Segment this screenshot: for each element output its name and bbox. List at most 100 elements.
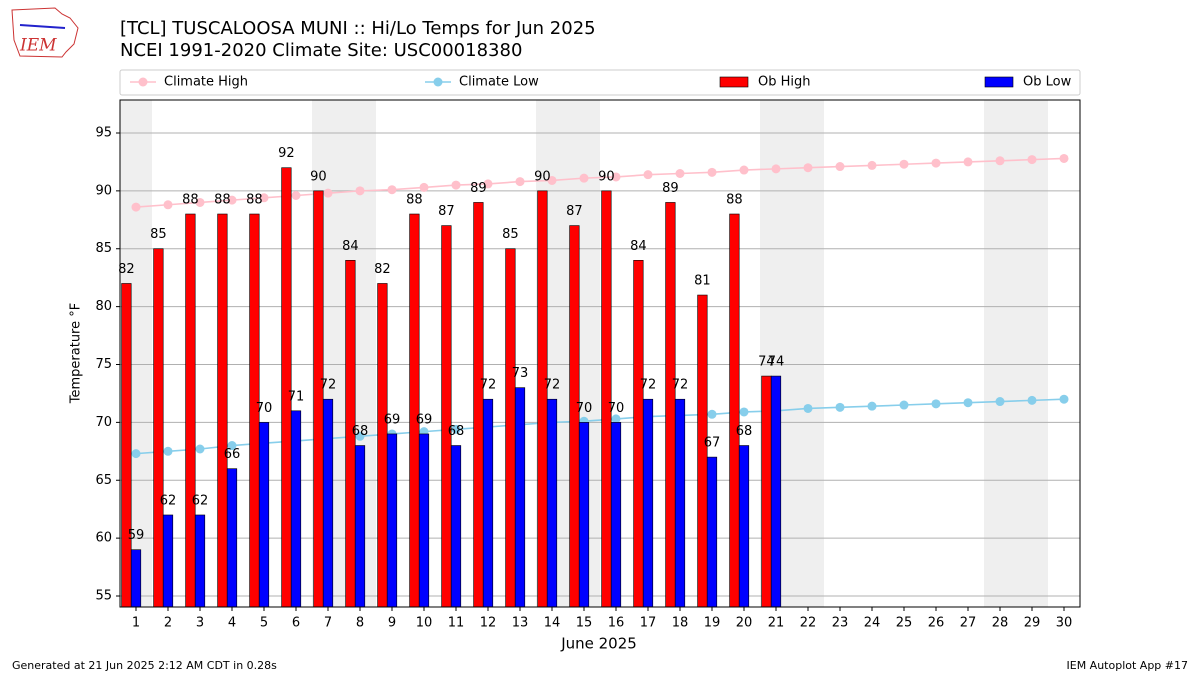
line-marker <box>163 446 173 456</box>
weekend-shade <box>1016 100 1048 607</box>
line-marker <box>931 158 941 168</box>
line-marker <box>707 409 717 419</box>
x-tick-label: 17 <box>640 616 657 631</box>
x-tick-label: 19 <box>704 616 721 631</box>
bar <box>226 468 238 608</box>
value-label: 87 <box>566 204 583 219</box>
line-marker <box>387 185 397 195</box>
x-tick-label: 15 <box>576 616 593 631</box>
logo: IEM <box>11 7 79 58</box>
line-marker <box>1027 395 1037 405</box>
value-label: 70 <box>608 401 625 416</box>
bar <box>258 422 270 608</box>
bar <box>546 398 558 608</box>
x-tick-label: 27 <box>960 616 977 631</box>
value-label: 68 <box>352 424 369 439</box>
legend-marker <box>138 77 148 87</box>
x-tick-label: 9 <box>388 616 396 631</box>
bar <box>409 213 420 608</box>
bar <box>514 387 526 608</box>
legend-marker <box>433 77 443 87</box>
bar <box>642 398 654 608</box>
value-label: 87 <box>438 204 455 219</box>
value-label: 84 <box>342 239 359 254</box>
y-tick-label: 80 <box>95 299 112 314</box>
x-tick-label: 29 <box>1024 616 1041 631</box>
chart-subtitle: NCEI 1991-2020 Climate Site: USC00018380 <box>120 40 522 61</box>
line-marker <box>259 193 269 203</box>
line-marker <box>963 157 973 167</box>
x-tick-label: 7 <box>324 616 332 631</box>
bar <box>153 248 164 608</box>
legend-label: Ob High <box>758 75 811 90</box>
bar <box>130 549 142 608</box>
y-tick-label: 85 <box>95 241 112 256</box>
bar <box>322 398 334 608</box>
bar <box>354 445 366 608</box>
bar <box>418 433 430 608</box>
line-marker <box>1059 153 1069 163</box>
x-tick-label: 22 <box>800 616 817 631</box>
x-tick-label: 1 <box>132 616 140 631</box>
value-label: 72 <box>672 378 689 393</box>
value-label: 69 <box>384 412 401 427</box>
x-tick-label: 18 <box>672 616 689 631</box>
bar <box>738 445 750 608</box>
line-marker <box>995 397 1005 407</box>
value-label: 72 <box>544 378 561 393</box>
value-label: 88 <box>182 193 199 208</box>
line-marker <box>963 398 973 408</box>
x-tick-label: 13 <box>512 616 529 631</box>
y-tick-label: 75 <box>95 357 112 372</box>
bar <box>281 167 292 608</box>
line-marker <box>1059 394 1069 404</box>
value-label: 72 <box>640 378 657 393</box>
x-tick-label: 30 <box>1056 616 1073 631</box>
value-label: 69 <box>416 412 433 427</box>
value-label: 90 <box>310 169 327 184</box>
x-tick-label: 8 <box>356 616 364 631</box>
x-tick-label: 10 <box>416 616 433 631</box>
value-label: 70 <box>256 401 273 416</box>
value-label: 88 <box>246 193 263 208</box>
line-marker <box>131 449 141 459</box>
bar <box>665 202 676 608</box>
value-label: 84 <box>630 239 647 254</box>
x-tick-label: 23 <box>832 616 849 631</box>
line-marker <box>323 188 333 198</box>
value-label: 88 <box>214 193 231 208</box>
line-marker <box>547 175 557 185</box>
bar <box>674 398 686 608</box>
line-marker <box>291 190 301 200</box>
weekend-shade <box>984 100 1016 607</box>
line-marker <box>867 160 877 170</box>
bar <box>185 213 196 608</box>
bar <box>290 410 302 608</box>
x-tick-label: 4 <box>228 616 236 631</box>
footer-right: IEM Autoplot App #17 <box>1067 659 1189 672</box>
line-marker <box>515 177 525 187</box>
line-marker <box>931 399 941 409</box>
line-marker <box>643 170 653 180</box>
value-label: 72 <box>320 378 337 393</box>
footer-left: Generated at 21 Jun 2025 2:12 AM CDT in … <box>12 659 277 672</box>
value-label: 90 <box>534 169 551 184</box>
logo-line <box>19 24 66 29</box>
value-label: 92 <box>278 146 295 161</box>
value-label: 81 <box>694 274 711 289</box>
line-marker <box>803 163 813 173</box>
line-marker <box>579 173 589 183</box>
line-marker <box>611 172 621 182</box>
bar <box>121 283 132 608</box>
value-label: 82 <box>118 262 135 277</box>
line-marker <box>451 424 461 434</box>
bar <box>610 422 622 608</box>
y-axis-label: Temperature °F <box>69 303 84 404</box>
legend-label: Climate High <box>164 75 248 90</box>
value-label: 90 <box>598 169 615 184</box>
line-marker <box>195 197 205 207</box>
line-marker <box>771 164 781 174</box>
line-marker <box>707 167 717 177</box>
line-marker <box>835 402 845 412</box>
